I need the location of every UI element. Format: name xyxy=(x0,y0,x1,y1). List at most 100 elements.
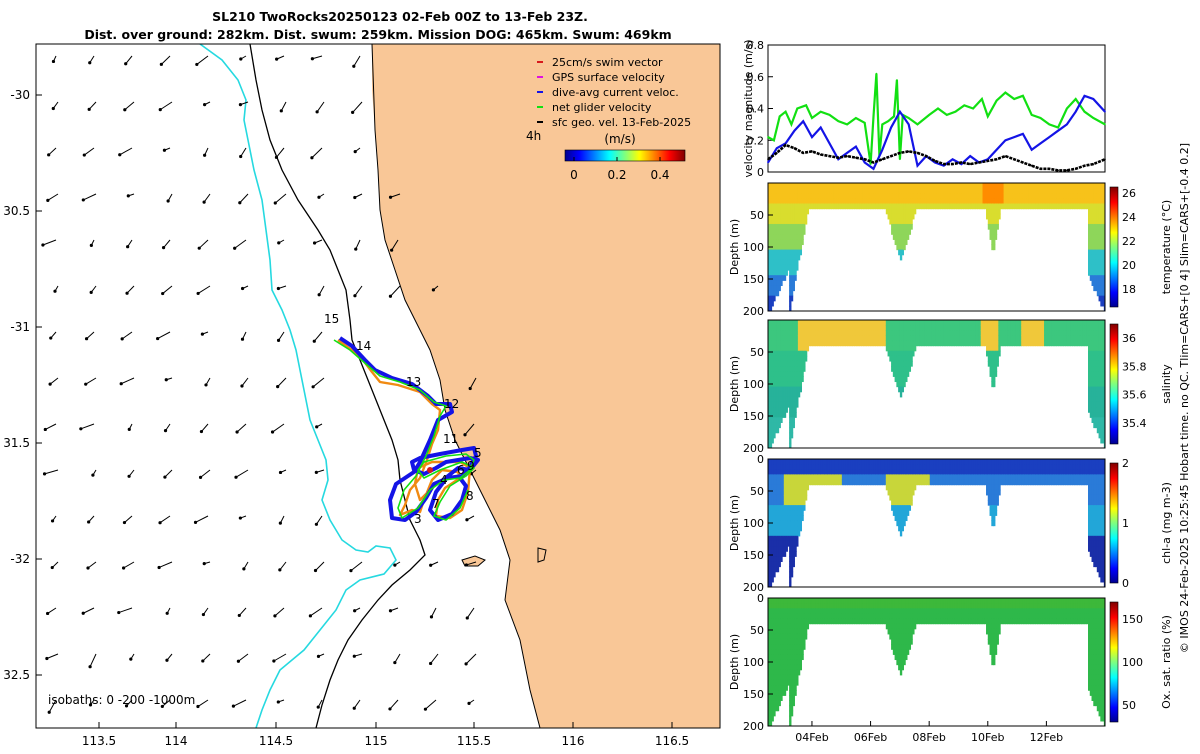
heatmap-cell xyxy=(902,387,904,393)
map-y-tick-label: -31 xyxy=(10,320,30,334)
heatmap-cell xyxy=(803,361,805,367)
velocity-point xyxy=(981,98,983,100)
velocity-arrow-head xyxy=(123,521,126,524)
velocity-arrow-head xyxy=(238,201,241,204)
velocity-arrow-head xyxy=(118,153,121,156)
velocity-arrow-head xyxy=(311,57,314,60)
heatmap-cell xyxy=(805,495,807,501)
heatmap-cell xyxy=(910,356,912,362)
velocity-point xyxy=(917,152,919,154)
velocity-arrow-head xyxy=(44,428,47,431)
velocity-arrow-head xyxy=(203,103,206,106)
heatmap-cell xyxy=(910,495,912,501)
heatmap-cell xyxy=(794,546,796,552)
velocity-point xyxy=(802,120,804,122)
heatmap-cell xyxy=(791,296,793,302)
velocity-point xyxy=(1013,98,1015,100)
colorbar-tick-label: 0.4 xyxy=(650,168,669,182)
heatmap-colorbar-tick-label: 35.8 xyxy=(1122,360,1147,373)
heatmap-cell xyxy=(993,376,995,382)
velocity-arrow-head xyxy=(279,471,282,474)
velocity-point xyxy=(1040,168,1042,170)
velocity-arrow-head xyxy=(233,247,236,250)
velocity-point xyxy=(785,144,787,146)
heatmap-cell xyxy=(796,536,798,542)
velocity-point xyxy=(937,108,939,110)
speed-colorbar xyxy=(565,150,685,161)
velocity-point xyxy=(881,124,883,126)
heatmap-y-label: Depth (m) xyxy=(728,219,741,275)
heatmap-cell xyxy=(801,234,803,240)
velocity-point xyxy=(767,136,769,138)
velocity-point xyxy=(873,116,875,118)
velocity-arrow-head xyxy=(349,569,352,572)
velocity-point xyxy=(1031,149,1033,151)
velocity-arrow-head xyxy=(46,612,49,615)
heatmap-cell xyxy=(803,366,805,372)
heatmap-cell xyxy=(800,381,802,387)
velocity-arrow-head xyxy=(165,378,168,381)
velocity-point xyxy=(870,163,872,165)
velocity-point xyxy=(969,155,971,157)
heatmap-cell xyxy=(793,417,795,423)
velocity-arrow-head xyxy=(91,474,94,477)
heatmap-cell xyxy=(998,346,1000,352)
heatmap-colorbar xyxy=(1110,324,1118,444)
velocity-point xyxy=(952,163,954,165)
heatmap-cell xyxy=(777,428,779,434)
velocity-arrow-head xyxy=(310,156,313,159)
velocity-point xyxy=(791,124,793,126)
velocity-point xyxy=(996,159,998,161)
velocity-point xyxy=(829,114,831,116)
heatmap-cell xyxy=(907,510,909,516)
velocity-point xyxy=(996,149,998,151)
velocity-point xyxy=(776,152,778,154)
velocity-arrow-head xyxy=(393,661,396,664)
velocity-point xyxy=(961,162,963,164)
heatmap-cell xyxy=(794,412,796,418)
heatmap-y-label: Depth (m) xyxy=(728,356,741,412)
velocity-arrow-head xyxy=(90,244,93,247)
heatmap-y-tick-label: 200 xyxy=(743,305,764,318)
velocity-arrow-head xyxy=(124,62,127,65)
waypoint-label: 15 xyxy=(324,312,339,326)
velocity-arrow-head xyxy=(126,245,129,248)
velocity-arrow-head xyxy=(237,660,240,663)
velocity-point xyxy=(846,152,848,154)
velocity-point xyxy=(1066,124,1068,126)
velocity-arrow-head xyxy=(158,566,161,569)
velocity-arrow-head xyxy=(164,429,167,432)
heatmap-cell xyxy=(779,561,781,567)
heatmap-cell xyxy=(789,301,791,307)
velocity-point xyxy=(987,160,989,162)
velocity-arrow-head xyxy=(86,566,89,569)
velocity-arrow-head xyxy=(162,246,165,249)
velocity-arrow-head xyxy=(275,58,278,61)
heatmap-cell xyxy=(773,433,775,439)
heatmap-cell xyxy=(794,551,796,557)
heatmap-cell xyxy=(995,234,997,240)
velocity-point xyxy=(899,159,901,161)
heatmap-cell xyxy=(777,567,779,573)
velocity-point xyxy=(1005,92,1007,94)
heatmap-cell xyxy=(772,577,774,583)
map-y-tick-label: 31.5 xyxy=(3,436,30,450)
velocity-arrow-head xyxy=(277,287,280,290)
velocity-arrow-head xyxy=(463,433,466,436)
velocity-point xyxy=(1005,139,1007,141)
heatmap-cell xyxy=(801,515,803,521)
velocity-arrow-head xyxy=(128,428,131,431)
velocity-point xyxy=(946,114,948,116)
heatmap-cell xyxy=(907,234,909,240)
velocity-arrow-head xyxy=(87,520,90,523)
velocity-arrow-head xyxy=(158,521,161,524)
velocity-point xyxy=(917,124,919,126)
heatmap-cell xyxy=(796,402,798,408)
velocity-point xyxy=(794,130,796,132)
heatmap-colorbar-label: temperature (°C) xyxy=(1160,200,1173,294)
velocity-arrow-head xyxy=(429,564,432,567)
velocity-arrow-head xyxy=(239,516,242,519)
